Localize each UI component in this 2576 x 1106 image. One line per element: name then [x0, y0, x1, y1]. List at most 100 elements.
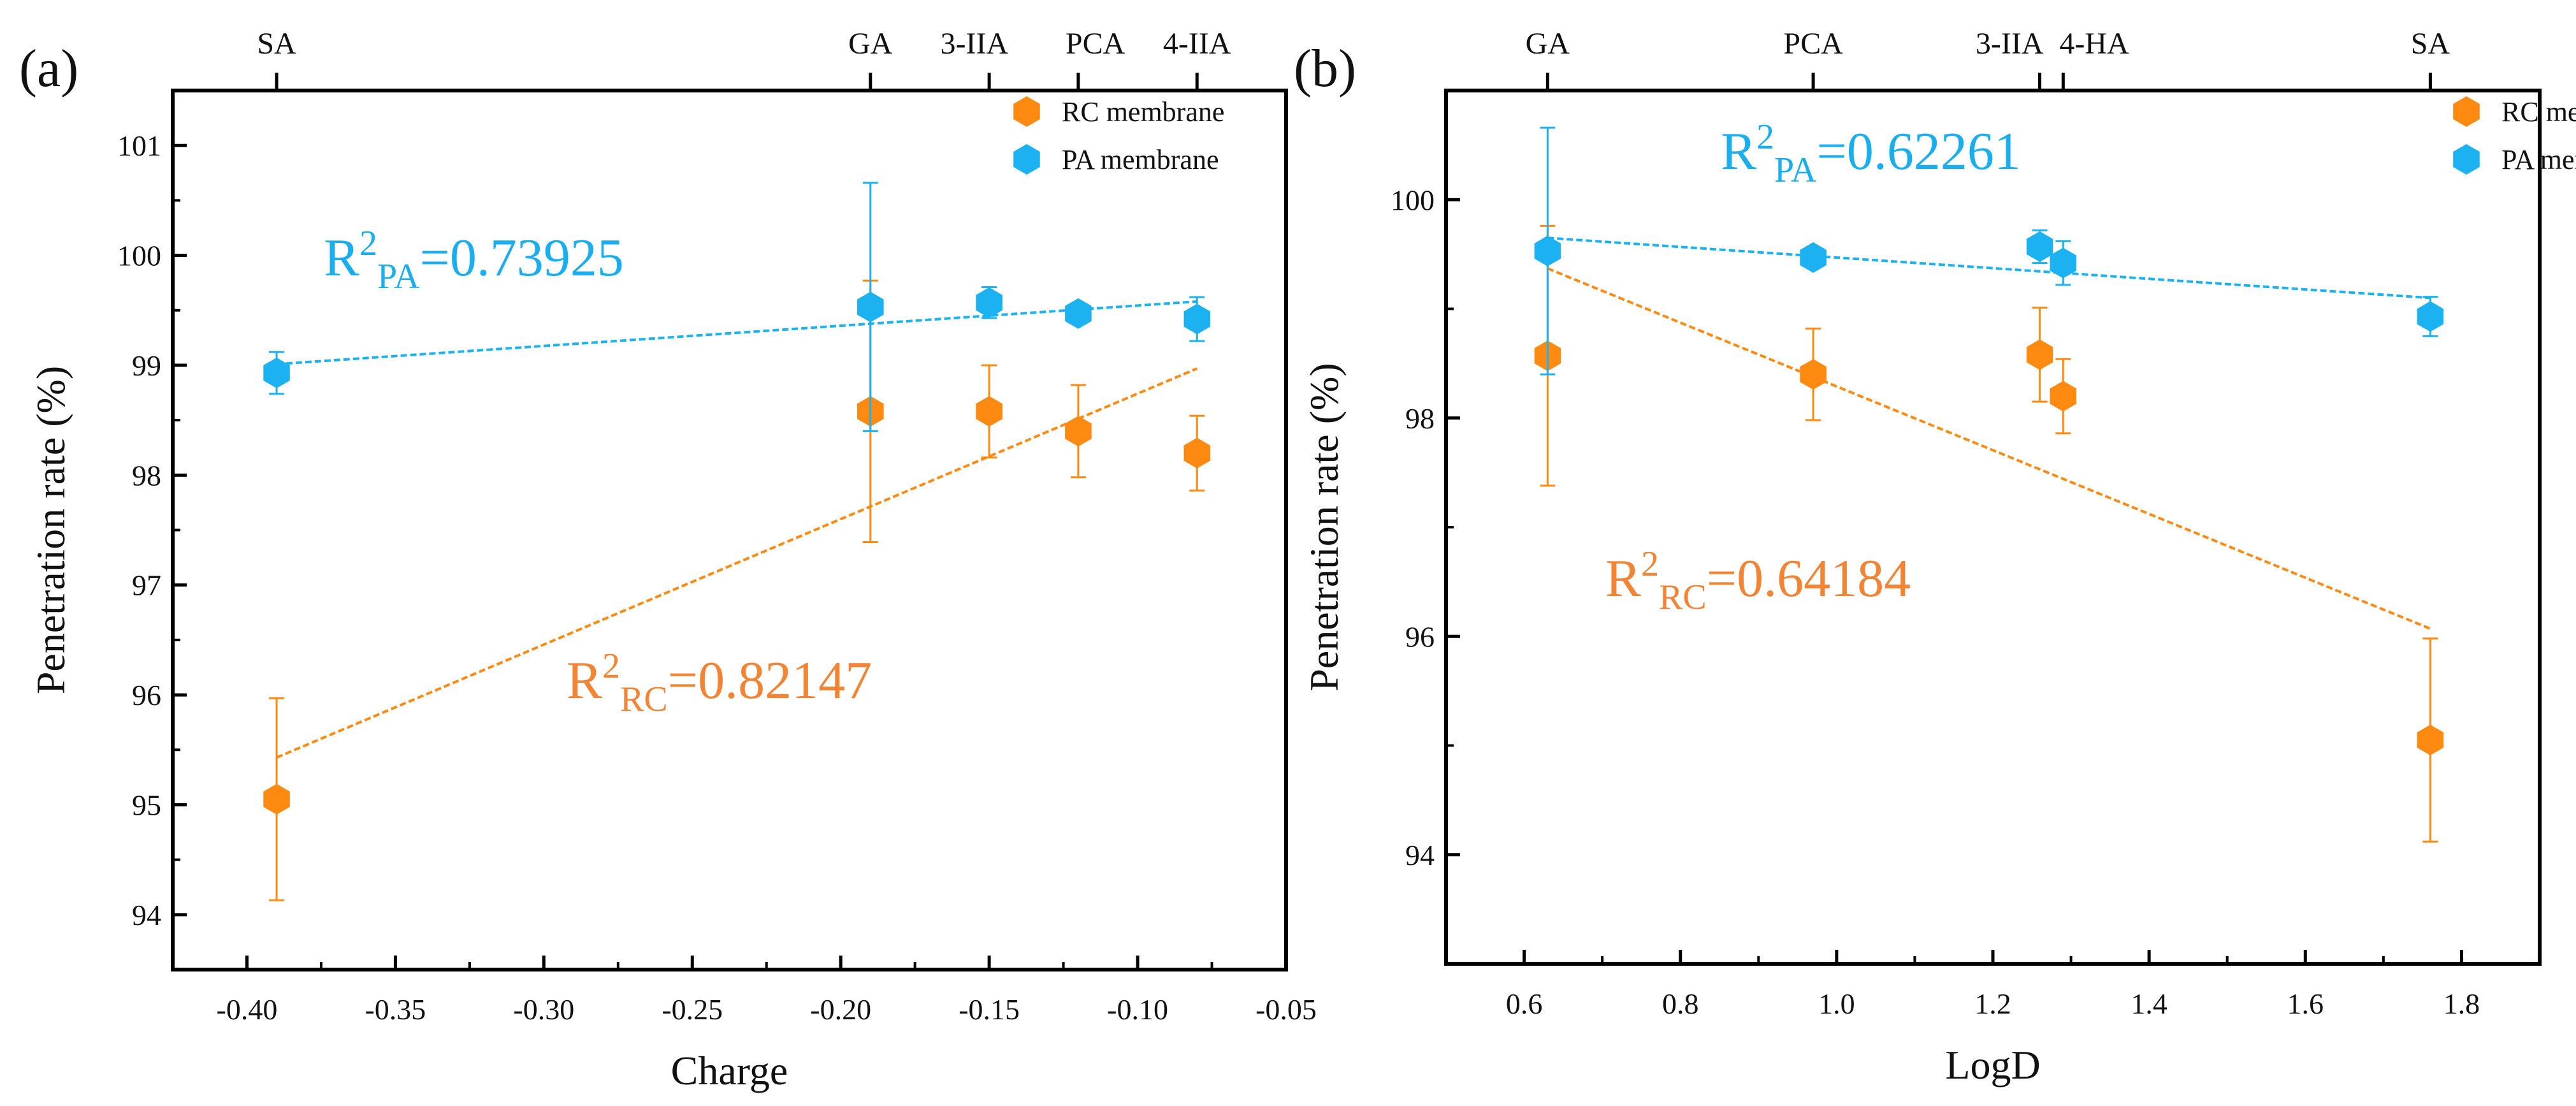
r2-label-rc: R2RC=0.82147	[567, 646, 872, 719]
r2-sub: RC	[1659, 578, 1707, 617]
x-tick-label: -0.15	[959, 993, 1020, 1026]
x-tick-label: -0.20	[810, 993, 871, 1026]
panel-b: (b) 0.6 0.8 1.0 1.2 1.4 1.6 1.8 94 96 98 100 GA PCA 3-…	[1294, 27, 2576, 1088]
r2-sup: 2	[1641, 544, 1659, 584]
top-axis-label: GA	[848, 27, 893, 61]
series-rc	[1534, 224, 2444, 843]
top-axis-label: SA	[257, 27, 296, 61]
data-point	[976, 396, 1002, 427]
x-tick-label: 1.6	[2287, 987, 2324, 1020]
r2-label-pa: R2PA=0.73925	[324, 224, 624, 296]
data-point	[1534, 235, 1561, 266]
x-tick-label: 1.2	[1974, 987, 2011, 1020]
x-tick-label: -0.05	[1255, 993, 1317, 1026]
y-tick-label: 94	[132, 899, 161, 931]
data-point	[1183, 303, 1210, 335]
data-point	[2417, 724, 2444, 755]
y-tick-label: 95	[132, 789, 161, 821]
panel-a: (a) -0.40 -0.35 -0.30 -0.25 -0.20 -0.15 -0.10 -0…	[19, 27, 1317, 1093]
data-point	[2026, 231, 2053, 262]
r2-sup: 2	[602, 646, 620, 686]
legend-marker-pa	[1013, 144, 1040, 175]
x-tick-label: -0.25	[662, 993, 723, 1026]
y-tick-label: 94	[1405, 839, 1435, 871]
r2-value: =0.64184	[1707, 549, 1911, 608]
top-axis-label: 4-IIA	[1163, 27, 1231, 61]
x-tick-label: -0.35	[365, 993, 426, 1026]
r2-label-rc: R2RC=0.64184	[1605, 544, 1911, 617]
x-axis-title: Charge	[671, 1048, 788, 1093]
plot-frame	[171, 89, 1288, 971]
x-tick-label: 1.4	[2131, 987, 2167, 1020]
legend-marker-rc	[2453, 96, 2480, 127]
plot-frame	[1444, 89, 2542, 966]
r2-value: =0.73925	[419, 228, 623, 287]
y-axis-title: Penetration rate (%)	[28, 366, 73, 694]
data-point	[2050, 247, 2077, 279]
y-tick-label: 98	[1405, 402, 1435, 435]
y-tick-label: 100	[1391, 184, 1435, 216]
y-tick-label: 100	[117, 240, 161, 272]
r2-value: =0.62261	[1816, 122, 2020, 181]
top-axis-label: PCA	[1783, 27, 1843, 61]
fit-line	[1547, 236, 2431, 300]
top-axis-label: PCA	[1066, 27, 1125, 61]
y-tick-label: 96	[132, 679, 161, 711]
x-tick-label: 1.0	[1818, 987, 1855, 1020]
series-pa	[1534, 126, 2444, 375]
top-axis-label: 3-IIA	[1976, 27, 2044, 61]
top-axis-label: 3-IIA	[941, 27, 1009, 61]
legend-marker-pa	[2453, 144, 2480, 175]
y-tick-label: 101	[117, 129, 161, 162]
data-point	[857, 291, 884, 323]
top-axis-label: GA	[1526, 27, 1570, 61]
r2-sup: 2	[1756, 117, 1774, 157]
fit-line	[276, 367, 1198, 759]
data-point	[2417, 301, 2444, 332]
r2-base: R	[1605, 549, 1641, 608]
panel-label: (b)	[1294, 39, 1356, 98]
data-point	[2026, 339, 2053, 370]
x-tick-label: 0.8	[1662, 987, 1699, 1020]
legend-label: RC membrane	[2501, 96, 2576, 127]
panel-label: (a)	[19, 39, 78, 98]
data-point	[263, 783, 290, 815]
y-tick-label: 99	[132, 349, 161, 382]
r2-sup: 2	[359, 224, 377, 263]
data-point	[2050, 381, 2077, 412]
data-point	[1183, 437, 1210, 469]
r2-sub: PA	[1774, 150, 1817, 190]
r2-base: R	[1721, 122, 1756, 181]
fit-line	[276, 300, 1198, 366]
r2-label-pa: R2PA=0.62261	[1721, 117, 2021, 190]
x-tick-label: -0.10	[1107, 993, 1168, 1026]
x-tick-label: -0.40	[217, 993, 278, 1026]
y-axis-title: Penetration rate (%)	[1301, 363, 1347, 691]
r2-sub: RC	[620, 680, 668, 719]
series-rc	[263, 279, 1210, 901]
x-tick-label: -0.30	[513, 993, 574, 1026]
legend-label: RC membrane	[1062, 96, 1224, 127]
x-axis-title: LogD	[1945, 1042, 2040, 1088]
series-pa	[263, 182, 1210, 432]
y-tick-label: 97	[132, 569, 161, 602]
data-point	[263, 358, 290, 388]
r2-sub: PA	[377, 257, 420, 296]
y-tick-label: 96	[1405, 620, 1435, 653]
x-tick-label: 0.6	[1506, 987, 1543, 1020]
fit-line	[1547, 267, 2431, 630]
data-point	[1065, 298, 1092, 329]
legend-label: PA membrane	[1062, 144, 1219, 175]
x-tick-label: 1.8	[2443, 987, 2480, 1020]
data-point	[1800, 242, 1827, 273]
legend-label: PA membrane	[2501, 144, 2576, 175]
y-tick-label: 98	[132, 459, 161, 491]
data-point	[1065, 416, 1092, 447]
r2-base: R	[324, 228, 359, 287]
r2-base: R	[567, 651, 602, 710]
top-axis-label: 4-HA	[2059, 27, 2129, 61]
top-axis-label: SA	[2411, 27, 2450, 61]
data-point	[1800, 359, 1827, 390]
data-point	[976, 287, 1002, 318]
